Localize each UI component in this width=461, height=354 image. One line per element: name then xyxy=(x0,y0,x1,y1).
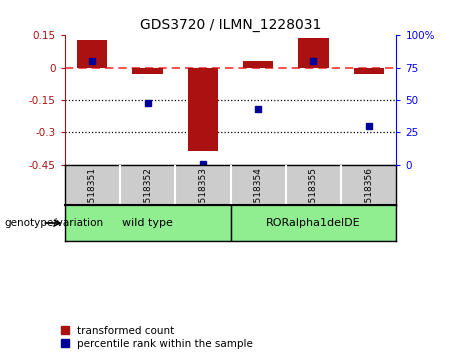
Bar xyxy=(132,68,163,74)
Text: GSM518352: GSM518352 xyxy=(143,167,152,222)
Legend: transformed count, percentile rank within the sample: transformed count, percentile rank withi… xyxy=(60,326,253,349)
Text: GSM518356: GSM518356 xyxy=(364,167,373,222)
Bar xyxy=(188,68,218,151)
Text: GSM518351: GSM518351 xyxy=(88,167,97,222)
Bar xyxy=(65,205,230,241)
Bar xyxy=(77,40,107,68)
Text: GDS3720 / ILMN_1228031: GDS3720 / ILMN_1228031 xyxy=(140,18,321,32)
Text: GSM518354: GSM518354 xyxy=(254,167,263,222)
Text: GSM518355: GSM518355 xyxy=(309,167,318,222)
Text: GSM518353: GSM518353 xyxy=(198,167,207,222)
Bar xyxy=(354,68,384,74)
Text: RORalpha1delDE: RORalpha1delDE xyxy=(266,218,361,228)
Bar xyxy=(298,38,329,68)
Text: genotype/variation: genotype/variation xyxy=(5,218,104,228)
Bar xyxy=(243,61,273,68)
Bar xyxy=(230,205,396,241)
Text: wild type: wild type xyxy=(122,218,173,228)
